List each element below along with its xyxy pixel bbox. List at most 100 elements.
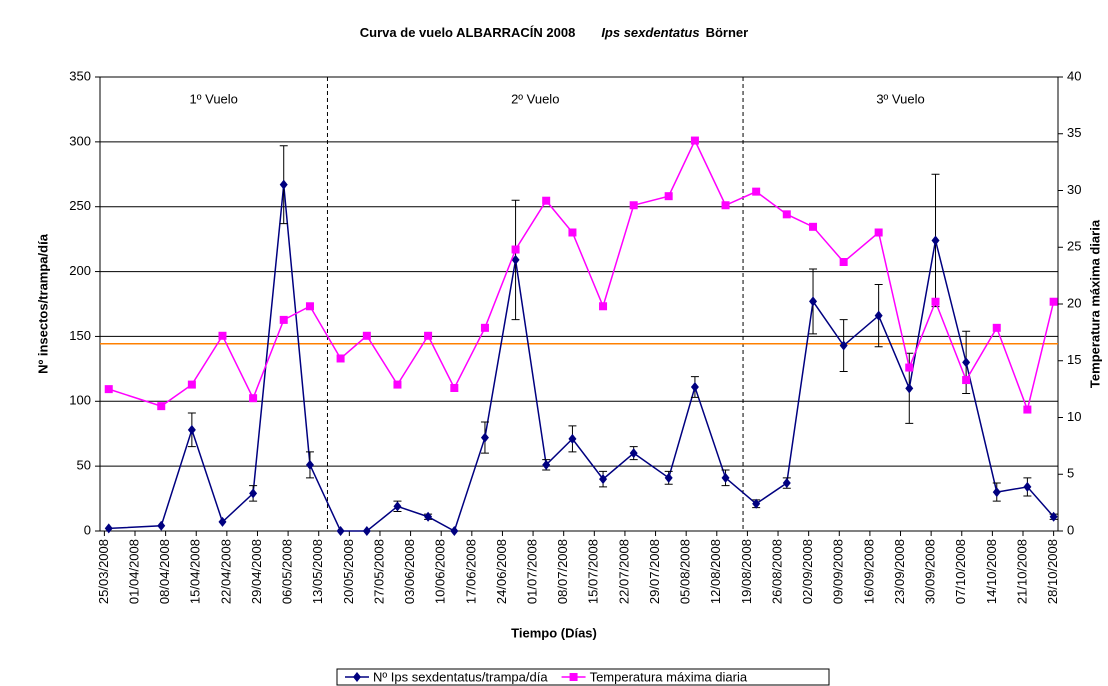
chart-title-author: Börner — [706, 25, 749, 40]
marker — [721, 472, 730, 483]
legend: Nº Ips sexdentatus/trampa/día Temperatura… — [336, 668, 830, 686]
marker — [187, 424, 196, 435]
y2-tick-label: 30 — [1067, 182, 1081, 197]
marker — [931, 297, 940, 306]
marker — [874, 310, 883, 321]
marker — [690, 382, 699, 393]
marker — [752, 187, 761, 196]
x-axis-label: Tiempo (Días) — [511, 625, 597, 640]
marker — [249, 394, 258, 403]
marker — [839, 340, 848, 351]
marker — [305, 459, 314, 470]
y-tick-label: 250 — [69, 198, 91, 213]
y2-tick-label: 25 — [1067, 239, 1081, 254]
marker — [336, 354, 345, 363]
x-tick-label: 14/10/2008 — [984, 539, 999, 604]
x-tick-label: 01/07/2008 — [525, 539, 540, 604]
chart-title-species: Ips sexdentatus — [601, 25, 699, 40]
marker — [249, 488, 258, 499]
x-tick-label: 23/09/2008 — [892, 539, 907, 604]
marker — [218, 331, 227, 340]
marker — [336, 526, 345, 536]
y-tick-label: 150 — [69, 328, 91, 343]
marker — [599, 474, 608, 485]
x-tick-label: 22/04/2008 — [218, 539, 233, 604]
x-tick-label: 20/05/2008 — [341, 539, 356, 604]
marker — [424, 331, 433, 340]
marker — [569, 673, 578, 681]
y-tick-label: 350 — [69, 68, 91, 83]
x-tick-label: 15/04/2008 — [188, 539, 203, 604]
x-tick-label: 21/10/2008 — [1014, 539, 1029, 604]
x-tick-label: 29/07/2008 — [647, 539, 662, 604]
y2-tick-label: 40 — [1067, 68, 1081, 83]
x-tick-label: 28/10/2008 — [1045, 539, 1060, 604]
y2-tick-label: 0 — [1067, 522, 1074, 537]
marker — [782, 478, 791, 489]
marker — [931, 235, 940, 246]
chart-title-group: Curva de vuelo ALBARRACÍN 2008 Ips sexden… — [360, 25, 748, 40]
x-tick-label: 29/04/2008 — [249, 539, 264, 604]
marker — [542, 196, 551, 205]
region-label: 3º Vuelo — [876, 91, 924, 106]
y2-tick-label: 15 — [1067, 352, 1081, 367]
marker — [393, 501, 402, 512]
marker — [393, 380, 402, 389]
marker — [157, 402, 166, 411]
series-line — [108, 138, 1055, 413]
marker — [450, 383, 459, 392]
marker — [480, 432, 489, 443]
legend-label: Nº Ips sexdentatus/trampa/día — [373, 669, 548, 684]
marker — [542, 459, 551, 470]
x-tick-label: 06/05/2008 — [280, 539, 295, 604]
y2-tick-label: 5 — [1067, 466, 1074, 481]
y-tick-label: 0 — [84, 522, 91, 537]
marker — [905, 383, 914, 394]
marker — [362, 526, 371, 536]
y-tick-label: 200 — [69, 263, 91, 278]
marker — [782, 210, 791, 219]
x-tick-label: 03/06/2008 — [402, 539, 417, 604]
marker — [1023, 405, 1032, 414]
y2-tick-label: 20 — [1067, 295, 1081, 310]
y2-tick-label: 10 — [1067, 409, 1081, 424]
region-label: 1º Vuelo — [190, 91, 238, 106]
marker — [629, 448, 638, 459]
marker — [104, 385, 113, 394]
legend-label: Temperatura máxima diaria — [590, 669, 748, 684]
x-tick-label: 24/06/2008 — [494, 539, 509, 604]
marker — [664, 472, 673, 483]
x-tick-label: 01/04/2008 — [126, 539, 141, 604]
x-tick-label: 13/05/2008 — [310, 539, 325, 604]
marker — [629, 201, 638, 210]
marker — [218, 516, 227, 527]
marker — [905, 363, 914, 372]
marker — [424, 511, 433, 522]
marker — [480, 323, 489, 332]
marker — [874, 228, 883, 237]
marker — [992, 487, 1001, 498]
marker — [992, 323, 1001, 332]
x-tick-label: 07/10/2008 — [953, 539, 968, 604]
chart-title: Curva de vuelo ALBARRACÍN 2008 — [360, 25, 576, 40]
marker — [187, 380, 196, 389]
marker — [809, 222, 818, 231]
x-tick-label: 22/07/2008 — [616, 539, 631, 604]
marker — [362, 331, 371, 340]
marker — [279, 179, 288, 190]
x-tick-label: 16/09/2008 — [861, 539, 876, 604]
marker — [721, 201, 730, 210]
marker — [690, 136, 699, 145]
marker — [962, 357, 971, 368]
x-tick-label: 08/04/2008 — [157, 539, 172, 604]
x-tick-label: 17/06/2008 — [463, 539, 478, 604]
marker — [839, 258, 848, 267]
series-line — [108, 184, 1055, 533]
marker — [752, 498, 761, 509]
marker — [664, 192, 673, 201]
x-tick-label: 05/08/2008 — [678, 539, 693, 604]
marker — [809, 296, 818, 307]
x-tick-label: 02/09/2008 — [800, 539, 815, 604]
marker — [1049, 511, 1058, 522]
